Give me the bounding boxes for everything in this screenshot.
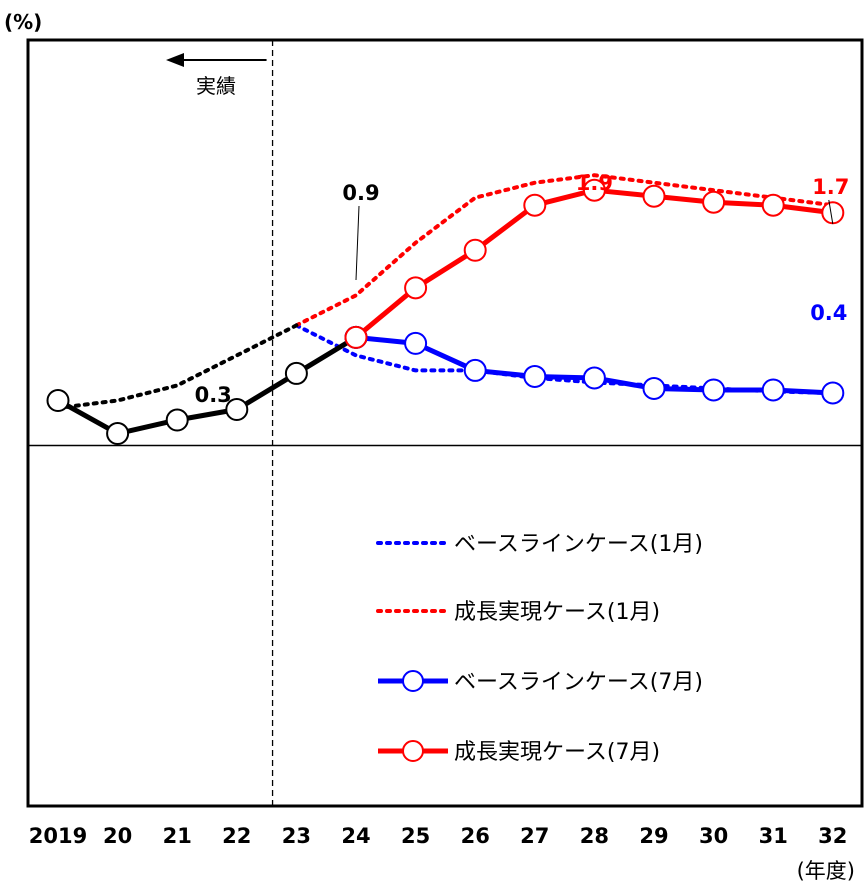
series-point xyxy=(702,378,726,402)
series-line-1 xyxy=(294,173,835,328)
x-tick-label: 20 xyxy=(103,824,132,848)
legend-label: 成長実現ケース(7月) xyxy=(454,740,660,765)
series-point xyxy=(463,358,487,382)
x-tick-label: 25 xyxy=(401,824,430,848)
x-tick-label: 32 xyxy=(818,824,847,848)
x-tick-label: 23 xyxy=(282,824,311,848)
series-point xyxy=(404,276,428,300)
series-line-2 xyxy=(56,323,299,410)
x-tick-label: 22 xyxy=(222,824,251,848)
series-point xyxy=(582,366,606,390)
x-tick-label: 29 xyxy=(639,824,668,848)
data-label: 0.4 xyxy=(810,301,847,325)
series-point xyxy=(46,388,70,412)
x-axis-unit: (年度) xyxy=(796,859,855,883)
series-point xyxy=(284,361,308,385)
series-point xyxy=(761,193,785,217)
x-tick-label: 28 xyxy=(580,824,609,848)
series-point xyxy=(761,378,785,402)
x-tick-label: 2019 xyxy=(29,824,87,848)
series-line-0 xyxy=(294,323,835,395)
series-point xyxy=(642,184,666,208)
plot-frame xyxy=(26,38,864,808)
data-label-leader xyxy=(355,205,360,281)
y-axis-unit: (%) xyxy=(4,10,43,34)
x-tick-label: 31 xyxy=(759,824,788,848)
series-point xyxy=(225,397,249,421)
series-point xyxy=(344,325,368,349)
series-point xyxy=(404,331,428,355)
series-point xyxy=(463,238,487,262)
series-point xyxy=(523,364,547,388)
x-tick-label: 27 xyxy=(520,824,549,848)
x-tick-label: 26 xyxy=(461,824,490,848)
series-point xyxy=(821,201,845,225)
data-label: 0.3 xyxy=(195,383,232,407)
legend-marker xyxy=(402,740,424,762)
x-tick-label: 24 xyxy=(341,824,370,848)
x-tick-label: 21 xyxy=(163,824,192,848)
series-point xyxy=(702,190,726,214)
data-label-leader xyxy=(828,199,834,225)
series-point xyxy=(523,193,547,217)
x-tick-label: 30 xyxy=(699,824,728,848)
series-point xyxy=(642,376,666,400)
series-point xyxy=(165,408,189,432)
legend-label: 成長実現ケース(1月) xyxy=(454,600,660,625)
series-point xyxy=(582,178,606,202)
series-point xyxy=(821,381,845,405)
legend-label: ベースラインケース(7月) xyxy=(454,670,703,695)
series-point xyxy=(106,422,130,446)
data-label: 1.7 xyxy=(812,175,849,199)
data-label: 1.9 xyxy=(576,171,613,195)
actual-label: 実績 xyxy=(196,74,236,98)
actual-arrow-head xyxy=(166,53,184,67)
series-line-5 xyxy=(354,187,834,340)
data-label: 0.9 xyxy=(342,181,379,205)
legend-marker xyxy=(402,670,424,692)
legend-label: ベースラインケース(1月) xyxy=(454,532,703,557)
